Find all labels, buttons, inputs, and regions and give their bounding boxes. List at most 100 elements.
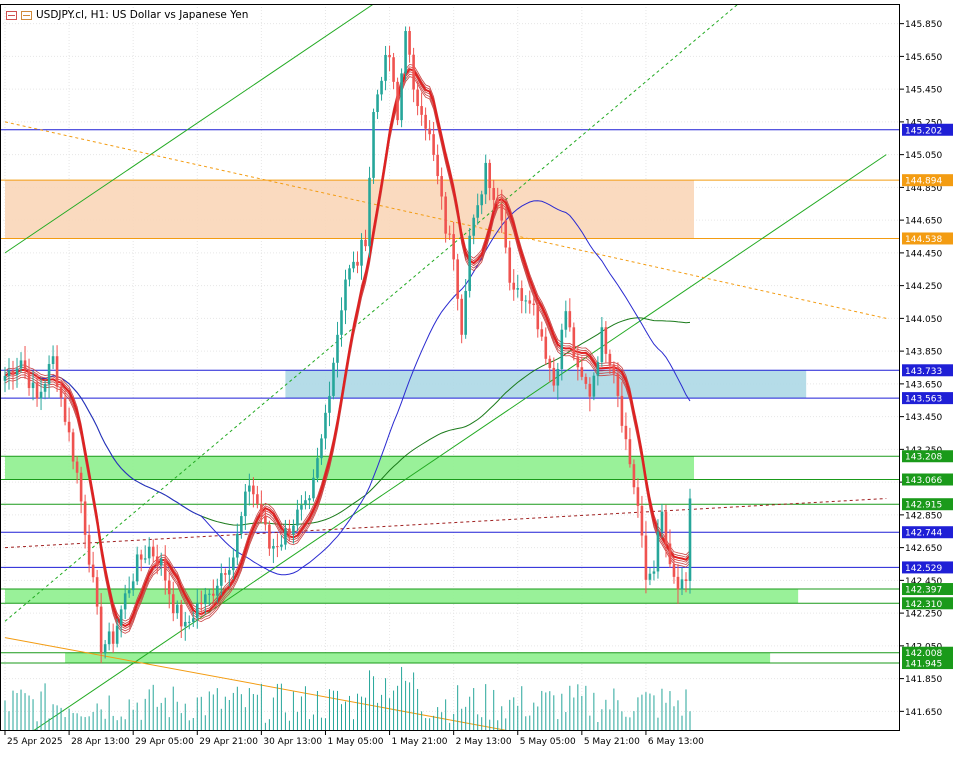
level-tag-bg [902, 657, 953, 670]
candle-body [620, 395, 624, 426]
candle-body [135, 554, 139, 582]
candle [648, 567, 652, 586]
candle [456, 253, 459, 311]
candle-body [680, 579, 684, 590]
candle [668, 529, 672, 568]
candle-body [155, 556, 159, 566]
candle-body [300, 505, 303, 510]
candle-body [220, 573, 223, 586]
candle-body [244, 491, 247, 517]
candle [396, 77, 399, 126]
price-axis: 145.850 145.650 145.450 145.250 145.050 144.8… [900, 20, 953, 718]
candle [620, 381, 624, 433]
candle [404, 26, 407, 81]
candle-body [67, 421, 71, 433]
plot-layer [0, 4, 900, 731]
candle-body [39, 391, 43, 399]
candle [684, 572, 688, 593]
candle [628, 427, 632, 468]
candle-body [600, 327, 604, 363]
candle [640, 495, 644, 548]
time-axis: 25 Apr 2025 28 Apr 13:00 29 Apr 05:00 29 Ap… [4, 731, 704, 747]
candle [464, 278, 467, 339]
candle [376, 89, 379, 120]
level-tag-label: 142.915 [905, 501, 942, 511]
candle-body [604, 327, 608, 354]
candle [508, 240, 512, 291]
candle-body [183, 621, 187, 627]
candle-body [516, 288, 520, 290]
candle [19, 352, 23, 373]
candle [272, 538, 275, 564]
price-tick-label: 144.850 [905, 184, 942, 194]
candle-body [123, 593, 127, 610]
candle [680, 567, 684, 596]
chart-header: USDJPY.cl, H1: US Dollar vs Japanese Yen [6, 7, 248, 23]
candle-body [468, 235, 471, 291]
chart-type-icon[interactable] [6, 10, 17, 20]
candle [492, 179, 496, 212]
candle [364, 229, 367, 252]
candle-body [660, 511, 664, 532]
candle [660, 503, 664, 538]
candle [360, 233, 363, 280]
level-tag-bg [902, 526, 953, 539]
candle [99, 593, 103, 664]
candle-body [424, 114, 427, 129]
ma-ribbon-line [4, 76, 691, 634]
candle [340, 297, 343, 347]
candle [664, 504, 668, 558]
indicator-icon[interactable] [21, 10, 32, 20]
level-tag-label: 142.744 [905, 529, 942, 539]
candle-body [556, 368, 560, 386]
candle [79, 466, 83, 514]
candle-body [416, 89, 419, 107]
candle [135, 546, 139, 586]
level-tag-bg [902, 583, 953, 596]
candle [280, 535, 283, 551]
trendline [4, 637, 510, 731]
ma-mid-line [4, 200, 691, 576]
candle-body [452, 234, 455, 260]
candle-body [508, 247, 512, 283]
level-tag-bg [902, 123, 953, 136]
candle-body [612, 365, 616, 374]
candle-body [224, 573, 227, 575]
candle-body [284, 528, 287, 545]
candle [420, 92, 423, 126]
candle-body [460, 298, 463, 335]
candle [344, 269, 347, 325]
candle-body [500, 203, 504, 221]
candle [520, 280, 524, 314]
candle [608, 349, 612, 375]
candle [59, 381, 63, 407]
candle [300, 495, 303, 521]
candle-body [676, 576, 680, 590]
level-price-tag: 141.945 [902, 657, 953, 670]
candle [15, 357, 19, 388]
candle-body [35, 382, 39, 399]
level-price-tag: 142.397 [902, 583, 953, 596]
candle [572, 322, 576, 361]
candle [436, 144, 439, 185]
level-price-tag: 142.915 [902, 498, 953, 511]
candle [252, 477, 255, 508]
candle [244, 483, 247, 530]
candle [368, 166, 371, 258]
candle [123, 584, 127, 620]
level-tag-label: 142.397 [905, 586, 942, 596]
level-price-tag: 143.733 [902, 364, 953, 377]
candle-body [55, 356, 59, 387]
candle [284, 519, 287, 550]
candle [115, 618, 119, 648]
candle-body [207, 593, 211, 595]
candle-body [316, 458, 319, 478]
candle [95, 569, 99, 615]
trendline [4, 4, 739, 622]
level-tag-label: 144.538 [905, 235, 942, 245]
candle [552, 357, 556, 392]
candle-body [332, 362, 335, 396]
candle-body [103, 644, 107, 654]
